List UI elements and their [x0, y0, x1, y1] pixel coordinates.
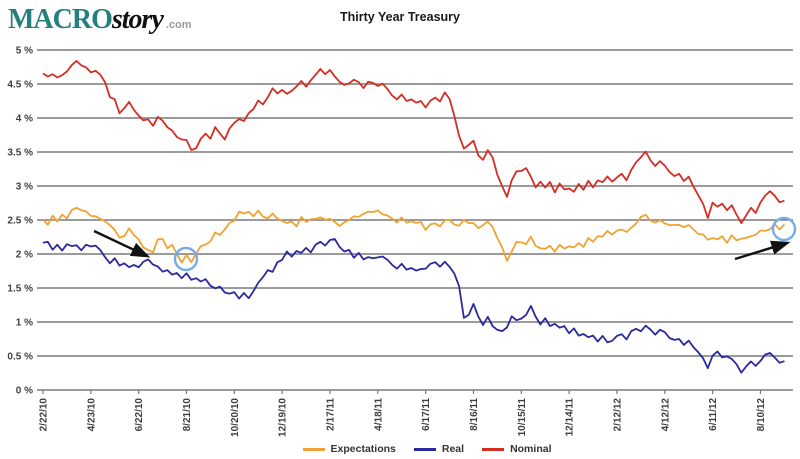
data-series [42, 60, 786, 374]
legend-item-nominal: Nominal [482, 443, 551, 455]
y-tick-label: 2 % [16, 250, 33, 261]
annotation-arrow [734, 240, 791, 261]
y-tick-label: 2.5 % [7, 216, 33, 227]
macrostory-logo[interactable]: MACROstory .com [8, 4, 192, 36]
x-tick-label: 2/17/11 [325, 398, 336, 431]
y-tick-label: 0 % [16, 386, 33, 397]
legend-label: Nominal [510, 443, 552, 455]
x-tick-label: 10/15/11 [517, 398, 528, 437]
y-tick-label: 5 % [16, 46, 33, 57]
legend-swatch [482, 447, 505, 451]
logo-macro-text: MACRO [8, 4, 113, 35]
y-tick-label: 0.5 % [7, 352, 33, 363]
y-tick-label: 4 % [16, 114, 33, 125]
page-title: Thirty Year Treasury [340, 10, 460, 24]
chart-legend: Expectations Real Nominal [0, 443, 800, 455]
x-tick-label: 8/21/10 [182, 398, 193, 432]
x-tick-label: 12/19/10 [278, 398, 289, 437]
x-tick-label: 8/16/11 [469, 398, 480, 431]
legend-item-real: Real [413, 443, 465, 455]
gridlines [37, 49, 793, 394]
x-tick-label: 2/22/10 [39, 398, 50, 432]
legend-item-expectations: Expectations [302, 443, 396, 455]
y-tick-label: 1.5 % [7, 284, 33, 295]
annotation-circle [173, 246, 199, 272]
y-tick-label: 1 % [16, 318, 33, 329]
x-tick-label: 6/17/11 [421, 398, 432, 431]
y-tick-label: 3 % [16, 182, 33, 193]
annotation-arrow [93, 229, 151, 258]
legend-label: Real [441, 443, 465, 455]
annotation-circle [771, 216, 797, 242]
x-tick-label: 4/23/10 [86, 398, 97, 432]
axis-labels: 0 % 0.5 % 1 % 1.5 % 2 % 2.5 % 3 % 3.5 % 4 % 4.5 %… [7, 46, 767, 437]
logo-domain-text: .com [165, 19, 192, 31]
x-tick-label: 12/14/11 [565, 398, 576, 437]
series-real [42, 238, 785, 374]
x-tick-label: 6/11/12 [708, 398, 719, 431]
legend-swatch [413, 447, 436, 451]
x-tick-label: 4/12/12 [660, 398, 671, 432]
logo-story-text: story [111, 4, 164, 35]
series-nominal [42, 60, 785, 224]
series-expectations [42, 206, 786, 264]
x-tick-label: 2/12/12 [612, 398, 623, 432]
x-tick-label: 6/22/10 [134, 398, 145, 432]
y-tick-label: 3.5 % [7, 148, 33, 159]
x-tick-label: 4/18/11 [373, 398, 384, 431]
x-tick-label: 8/10/12 [756, 398, 767, 432]
y-tick-label: 4.5 % [7, 80, 33, 91]
x-tick-label: 10/20/10 [230, 398, 241, 437]
legend-swatch [302, 447, 325, 451]
legend-label: Expectations [330, 443, 396, 455]
annotations [93, 216, 797, 272]
